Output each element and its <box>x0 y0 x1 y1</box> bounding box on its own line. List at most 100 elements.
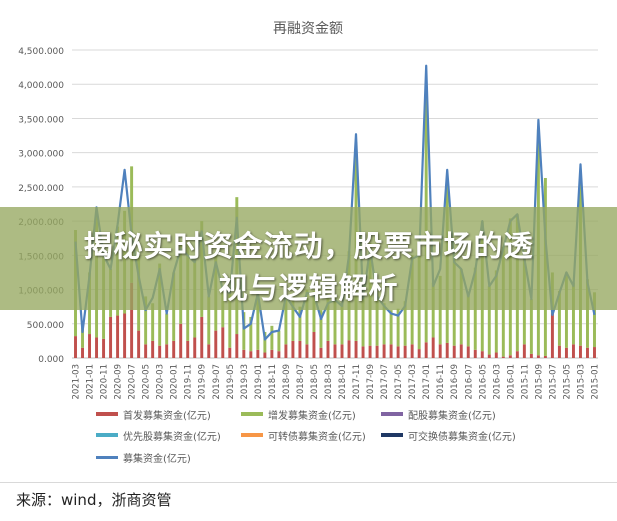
source-caption: 来源：wind，浙商资管 <box>16 491 172 509</box>
bar-增发 <box>144 296 148 345</box>
bar-增发 <box>305 289 309 345</box>
bar-首发 <box>389 344 393 358</box>
legend-swatch-convertible <box>241 433 263 437</box>
x-tick-label: 2020-11 <box>100 364 110 400</box>
x-tick-label: 2021-01 <box>86 364 96 400</box>
bar-增发 <box>291 296 295 341</box>
bar-首发 <box>88 334 92 358</box>
bar-首发 <box>221 327 225 358</box>
headline-banner: 揭秘实时资金流动，股票市场的透 视与逻辑解析 <box>0 207 617 310</box>
bar-首发 <box>333 344 337 358</box>
x-tick-label: 2019-01 <box>254 364 264 400</box>
bar-首发 <box>263 352 267 358</box>
y-tick-label: 4,500.000 <box>18 47 64 57</box>
x-tick-label: 2017-09 <box>366 364 376 400</box>
bar-首发 <box>459 344 463 358</box>
x-tick-label: 2017-01 <box>422 364 432 400</box>
y-tick-label: 2,500.000 <box>18 184 64 194</box>
bar-首发 <box>354 340 358 358</box>
bar-增发 <box>494 270 498 353</box>
bar-增发 <box>228 292 232 348</box>
bar-首发 <box>207 344 211 358</box>
x-tick-label: 2015-01 <box>590 364 600 400</box>
bar-首发 <box>200 316 204 358</box>
bar-首发 <box>550 313 554 358</box>
bar-首发 <box>326 340 330 358</box>
bar-增发 <box>340 303 344 345</box>
bar-首发 <box>193 337 197 358</box>
x-axis-ticks: 2021-03 2021-01 2020-11 2020-09 2020-07 2020-… <box>72 364 601 400</box>
bar-首发 <box>116 315 120 358</box>
bar-首发 <box>466 346 470 358</box>
y-axis-ticks: 0.000500.0001,000.0001,500.0002,000.0002… <box>18 47 64 365</box>
legend-swatch-seo <box>241 412 263 416</box>
x-tick-label: 2016-07 <box>464 364 474 400</box>
x-tick-label: 2017-03 <box>408 364 418 400</box>
legend-label-ipo: 首发募集资金(亿元) <box>123 410 211 422</box>
bar-首发 <box>277 351 281 358</box>
chart-title: 再融资金额 <box>273 21 343 37</box>
x-tick-label: 2016-05 <box>478 364 488 400</box>
bar-首发 <box>403 345 407 358</box>
legend-swatch-preferred <box>96 433 118 437</box>
bar-首发 <box>431 337 435 358</box>
chart-legend: 首发募集资金(亿元) 增发募集资金(亿元) 配股募集资金(亿元) 优先股募集资金… <box>96 406 566 466</box>
legend-swatch-exchangeable <box>381 433 403 437</box>
bar-首发 <box>130 282 134 358</box>
bar-增发 <box>326 296 330 341</box>
bar-首发 <box>417 349 421 358</box>
bar-首发 <box>593 347 596 358</box>
bar-首发 <box>501 356 505 358</box>
bar-首发 <box>186 340 190 358</box>
bar-增发 <box>165 313 169 345</box>
bar-增发 <box>438 275 442 345</box>
legend-swatch-total <box>96 455 118 459</box>
x-tick-label: 2016-09 <box>450 364 460 400</box>
bar-首发 <box>375 345 379 358</box>
legend-label-preferred: 优先股募集资金(亿元) <box>123 431 221 443</box>
bar-增发 <box>586 279 589 348</box>
x-tick-label: 2018-09 <box>282 364 292 400</box>
legend-swatch-ipo <box>96 412 118 416</box>
bar-首发 <box>473 349 477 358</box>
bar-增发 <box>256 295 260 350</box>
y-tick-label: 500.000 <box>27 321 64 331</box>
bar-首发 <box>410 344 414 358</box>
bar-首发 <box>578 345 582 358</box>
x-tick-label: 2016-11 <box>436 364 446 400</box>
legend-item-convertible: 可转债募集资金(亿元) <box>241 427 366 443</box>
x-tick-label: 2019-11 <box>184 364 194 400</box>
bar-首发 <box>480 351 484 358</box>
x-tick-label: 2020-03 <box>156 364 166 400</box>
bar-增发 <box>487 286 491 355</box>
bar-首发 <box>144 344 148 358</box>
bar-增发 <box>529 299 533 354</box>
bar-首发 <box>340 344 344 358</box>
y-tick-label: 4,000.000 <box>18 81 64 91</box>
bar-首发 <box>508 355 512 358</box>
bar-增发 <box>375 290 379 346</box>
bar-首发 <box>494 352 498 358</box>
bar-首发 <box>536 355 540 358</box>
bar-增发 <box>277 330 281 352</box>
bar-首发 <box>102 338 106 358</box>
x-tick-label: 2019-03 <box>240 364 250 400</box>
bar-增发 <box>557 290 561 346</box>
legend-label-rights: 配股募集资金(亿元) <box>408 410 496 422</box>
bar-增发 <box>284 296 288 345</box>
bar-首发 <box>487 354 491 358</box>
bar-首发 <box>242 349 246 358</box>
bar-增发 <box>593 292 596 348</box>
legend-item-exchangeable: 可交换债募集资金(亿元) <box>381 427 516 443</box>
x-tick-label: 2018-05 <box>310 364 320 400</box>
bar-首发 <box>515 351 519 358</box>
bar-首发 <box>424 342 428 358</box>
bar-增发 <box>312 290 316 332</box>
x-tick-label: 2020-05 <box>142 364 152 400</box>
bar-首发 <box>95 337 99 358</box>
bar-首发 <box>319 347 323 358</box>
x-tick-label: 2020-07 <box>128 364 138 400</box>
bar-首发 <box>452 345 456 358</box>
bar-首发 <box>228 347 232 358</box>
bar-首发 <box>172 340 176 358</box>
